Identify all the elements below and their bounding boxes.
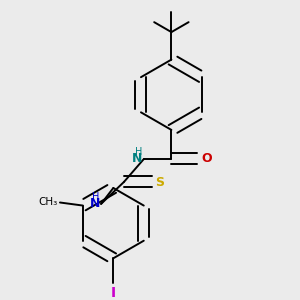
Text: N: N (89, 197, 100, 210)
Text: O: O (201, 152, 212, 165)
Text: N: N (132, 152, 143, 165)
Text: I: I (111, 286, 116, 300)
Text: S: S (155, 176, 164, 189)
Text: H: H (92, 192, 100, 202)
Text: H: H (135, 147, 143, 157)
Text: CH₃: CH₃ (38, 197, 58, 208)
